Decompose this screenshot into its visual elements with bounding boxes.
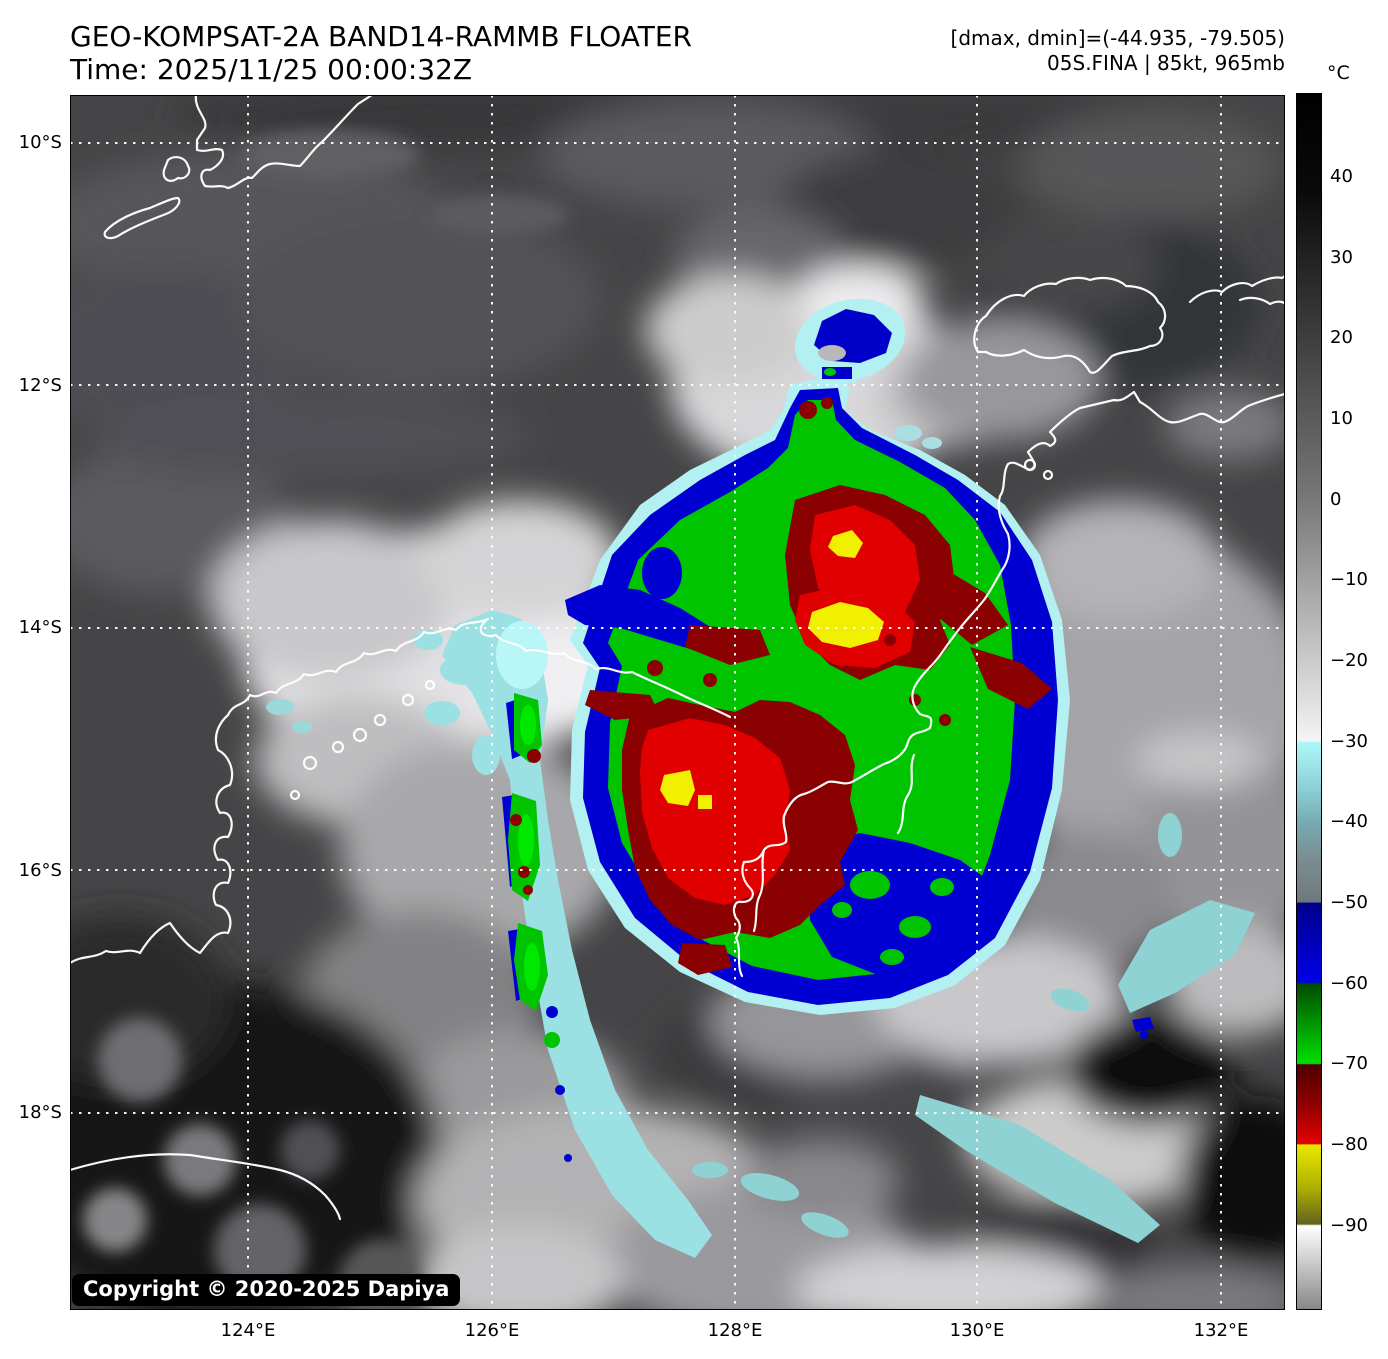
lon-label: 128°E (707, 1320, 763, 1341)
cloud-detail-layer (83, 130, 570, 1320)
colorbar-tick-label: −70 (1330, 1053, 1368, 1074)
coastline-layer (68, 93, 1287, 1221)
colorbar-tick-label: 10 (1330, 408, 1353, 429)
colorbar (1296, 93, 1322, 1310)
lat-label: 10°S (18, 132, 62, 153)
timestamp: Time: 2025/11/25 00:00:32Z (70, 53, 473, 86)
lon-label: 124°E (220, 1320, 276, 1341)
lon-label: 132°E (1193, 1320, 1249, 1341)
lat-label: 16°S (18, 860, 62, 881)
colorbar-tick-label: −30 (1330, 731, 1368, 752)
lat-label: 18°S (18, 1102, 62, 1123)
storm-enhancement-layer (266, 298, 1255, 1258)
coastline-eighty-mile (68, 1153, 342, 1221)
colorbar-tick-label: −20 (1330, 650, 1368, 671)
coastline-timor (194, 93, 374, 190)
cloud-layer (0, 83, 1330, 1335)
colorbar-unit-label: °C (1327, 62, 1350, 84)
coastline-river (896, 753, 916, 835)
lat-label: 14°S (18, 617, 62, 638)
map-frame (0, 83, 1330, 1335)
coastline-cobourg (1188, 274, 1287, 306)
coastline-kimberley (68, 617, 732, 965)
storm-intensity-readout: 05S.FINA | 85kt, 965mb (1047, 51, 1285, 75)
coastline-tiwi-islands (973, 276, 1167, 374)
colorbar-tick-label: 20 (1330, 327, 1353, 348)
colorbar-tick-label: −60 (1330, 973, 1368, 994)
info-block: [dmax, dmin]=(-44.935, -79.505) 05S.FINA… (951, 26, 1285, 76)
coastline-rote-island (103, 196, 181, 240)
lon-label: 130°E (949, 1320, 1005, 1341)
lon-label: 126°E (464, 1320, 520, 1341)
coastline-top-end (732, 390, 1287, 978)
lat-label: 12°S (18, 375, 62, 396)
colorbar-tick-label: −10 (1330, 569, 1368, 590)
colorbar-tick-label: 0 (1330, 489, 1342, 510)
colorbar-tick-label: −50 (1330, 892, 1368, 913)
colorbar-tick-label: 30 (1330, 247, 1353, 268)
colorbar-tick-label: −40 (1330, 811, 1368, 832)
copyright-badge: Copyright © 2020-2025 Dapiya (72, 1274, 461, 1306)
colorbar-tick-label: −80 (1330, 1134, 1368, 1155)
coastline-gulf-prong (752, 848, 766, 933)
page-title: GEO-KOMPSAT-2A BAND14-RAMMB FLOATER (70, 20, 692, 53)
coastline-semau-island (162, 156, 191, 182)
satellite-map-image (0, 83, 1330, 1335)
dmax-dmin-readout: [dmax, dmin]=(-44.935, -79.505) (950, 26, 1285, 50)
title-block: GEO-KOMPSAT-2A BAND14-RAMMB FLOATER Time… (70, 20, 692, 86)
map-border (70, 95, 1285, 1310)
colorbar-tick-label: 40 (1330, 166, 1353, 187)
colorbar-tick-label: −90 (1330, 1215, 1368, 1236)
spiral-band-cyan (442, 610, 712, 1258)
